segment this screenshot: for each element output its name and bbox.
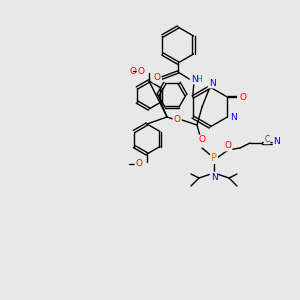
Text: N: N (190, 74, 197, 83)
Text: O: O (137, 67, 145, 76)
Text: C: C (264, 134, 270, 143)
Text: N: N (274, 137, 280, 146)
Text: O: O (199, 136, 206, 145)
Text: O: O (224, 142, 232, 151)
Text: P: P (211, 153, 217, 163)
Text: O: O (136, 160, 142, 169)
Text: N: N (208, 79, 215, 88)
Text: O: O (130, 67, 136, 76)
Text: O: O (154, 74, 160, 82)
Text: H: H (196, 74, 202, 83)
Text: N: N (211, 172, 218, 182)
Text: N: N (230, 112, 237, 122)
Text: O: O (173, 115, 181, 124)
Text: O: O (240, 92, 247, 101)
